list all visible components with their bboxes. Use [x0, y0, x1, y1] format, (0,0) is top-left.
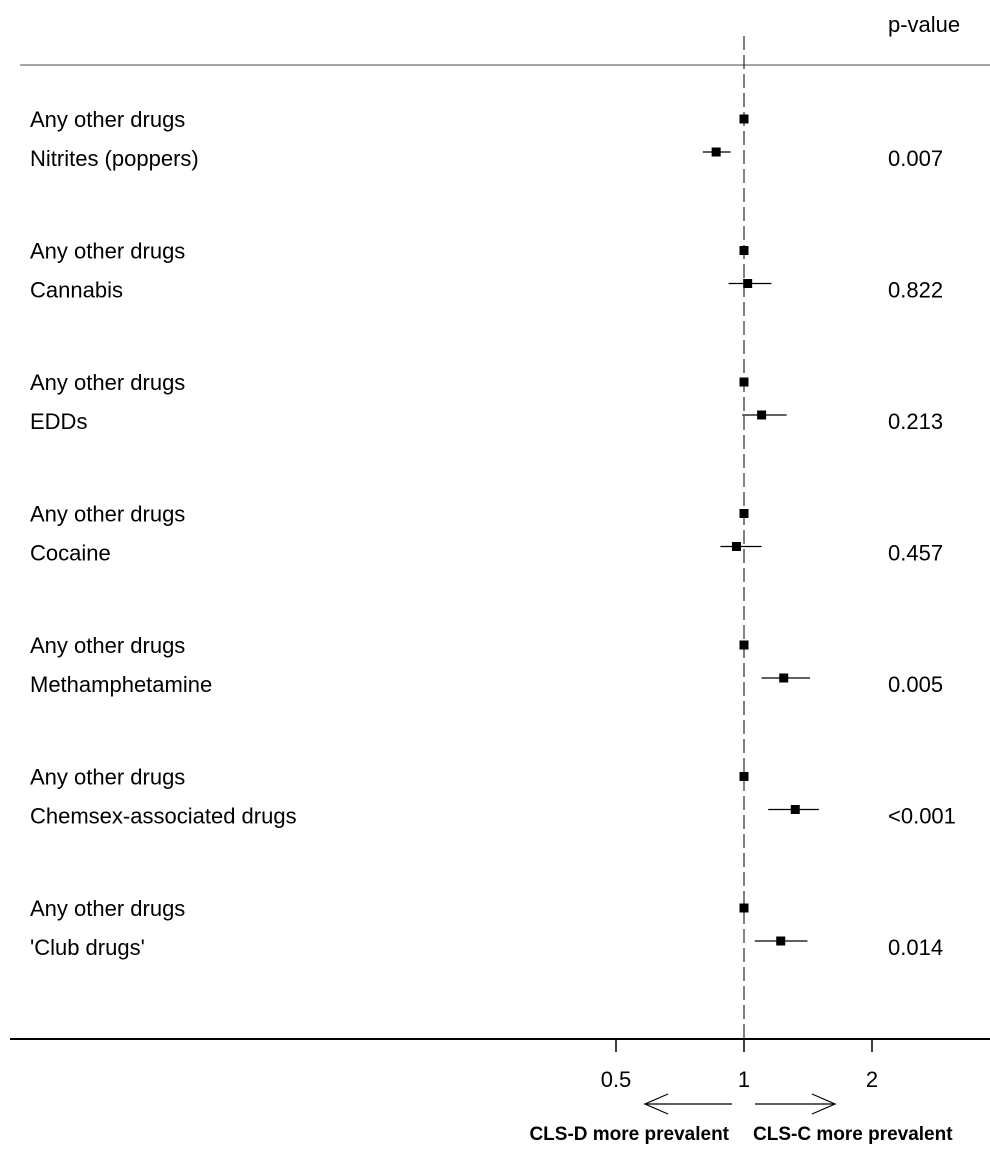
drug-label: Cannabis: [30, 278, 123, 303]
forest-row: Any other drugs Cannabis 0.822: [30, 239, 943, 303]
drug-label: EDDs: [30, 409, 87, 434]
estimate-point: [757, 410, 767, 420]
drug-label: Methamphetamine: [30, 672, 212, 697]
reference-label: Any other drugs: [30, 239, 185, 264]
reference-point: [739, 509, 749, 518]
reference-point: [739, 903, 749, 913]
estimate-point: [743, 279, 753, 288]
reference-point: [739, 114, 749, 124]
p-value: <0.001: [888, 804, 956, 829]
reference-label: Any other drugs: [30, 370, 185, 395]
p-value: 0.014: [888, 935, 943, 960]
estimate-point: [776, 936, 786, 946]
forest-row: Any other drugs EDDs 0.213: [30, 370, 943, 434]
p-value: 0.213: [888, 409, 943, 434]
estimate-point: [779, 673, 789, 683]
reference-point: [739, 640, 749, 650]
reference-label: Any other drugs: [30, 765, 185, 790]
pvalue-header: p-value: [888, 12, 960, 37]
estimate-point: [711, 147, 721, 157]
left-direction-label: CLS-D more prevalent: [529, 1124, 729, 1145]
reference-point: [739, 246, 749, 255]
reference-label: Any other drugs: [30, 633, 185, 658]
forest-row: Any other drugs 'Club drugs' 0.014: [30, 896, 943, 960]
p-value: 0.005: [888, 672, 943, 697]
x-tick-label: 2: [866, 1067, 878, 1092]
forest-row: Any other drugs Cocaine 0.457: [30, 502, 943, 566]
drug-label: Cocaine: [30, 541, 111, 566]
x-tick-label: 1: [738, 1067, 750, 1092]
right-direction-label: CLS-C more prevalent: [753, 1124, 953, 1145]
p-value: 0.007: [888, 146, 943, 171]
x-tick-label: 0.5: [601, 1067, 632, 1092]
reference-point: [739, 772, 749, 781]
reference-label: Any other drugs: [30, 502, 185, 527]
left-arrow-head: [643, 1093, 669, 1115]
drug-label: 'Club drugs': [30, 935, 145, 960]
forest-row: Any other drugs Chemsex-associated drugs <…: [30, 765, 956, 829]
drug-label: Nitrites (poppers): [30, 146, 199, 171]
forest-row: Any other drugs Nitrites (poppers) 0.007: [30, 107, 943, 171]
estimate-point: [731, 542, 741, 551]
p-value: 0.457: [888, 541, 943, 566]
forest-row: Any other drugs Methamphetamine 0.005: [30, 633, 943, 697]
right-arrow-head: [811, 1093, 837, 1115]
reference-label: Any other drugs: [30, 896, 185, 921]
estimate-point: [790, 805, 800, 814]
reference-label: Any other drugs: [30, 107, 185, 132]
drug-label: Chemsex-associated drugs: [30, 804, 297, 829]
reference-point: [739, 377, 749, 387]
p-value: 0.822: [888, 278, 943, 303]
